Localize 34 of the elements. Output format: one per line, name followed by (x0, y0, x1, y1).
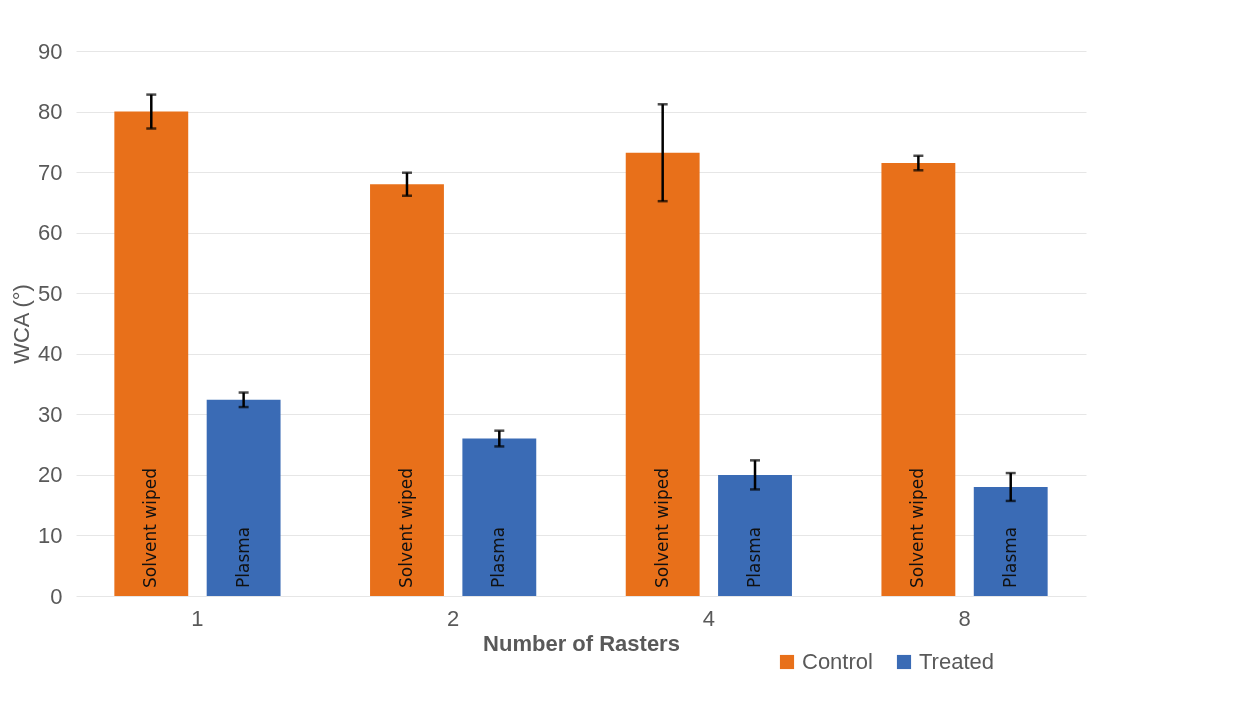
data-label: Solvent wiped (395, 468, 416, 588)
y-tick-label: 40 (38, 341, 63, 367)
x-tick-label: 4 (702, 605, 715, 631)
data-label: Plasma (744, 526, 765, 588)
data-label: Solvent wiped (651, 468, 672, 588)
y-tick-label: 60 (38, 220, 63, 246)
y-axis-title: WCA (°) (9, 284, 35, 364)
y-tick-label: 0 (50, 583, 63, 609)
bar (718, 474, 792, 596)
y-tick-label: 30 (38, 401, 63, 427)
y-tick-label: 80 (38, 99, 63, 125)
legend-label: Treated (919, 649, 995, 674)
x-tick-label: 2 (447, 605, 460, 631)
data-label: Plasma (488, 526, 509, 588)
legend-label: Control (802, 649, 873, 674)
bar (881, 163, 956, 596)
bar (462, 438, 537, 596)
data-label: Solvent wiped (140, 468, 161, 588)
x-axis-title: Number of Rasters (483, 630, 680, 656)
bar (206, 399, 281, 596)
bar (973, 487, 1048, 596)
y-tick-label: 70 (38, 159, 63, 185)
bar (370, 184, 444, 596)
y-tick-label: 90 (38, 38, 63, 64)
y-tick-label: 50 (38, 280, 63, 306)
data-label: Plasma (232, 526, 253, 588)
x-tick-label: 1 (191, 605, 204, 631)
data-label: Plasma (999, 526, 1020, 588)
bar (114, 111, 189, 596)
x-tick-label: 8 (958, 605, 971, 631)
y-tick-label: 20 (38, 462, 63, 488)
bar (625, 152, 700, 596)
data-label: Solvent wiped (907, 468, 928, 588)
y-tick-label: 10 (38, 522, 63, 548)
